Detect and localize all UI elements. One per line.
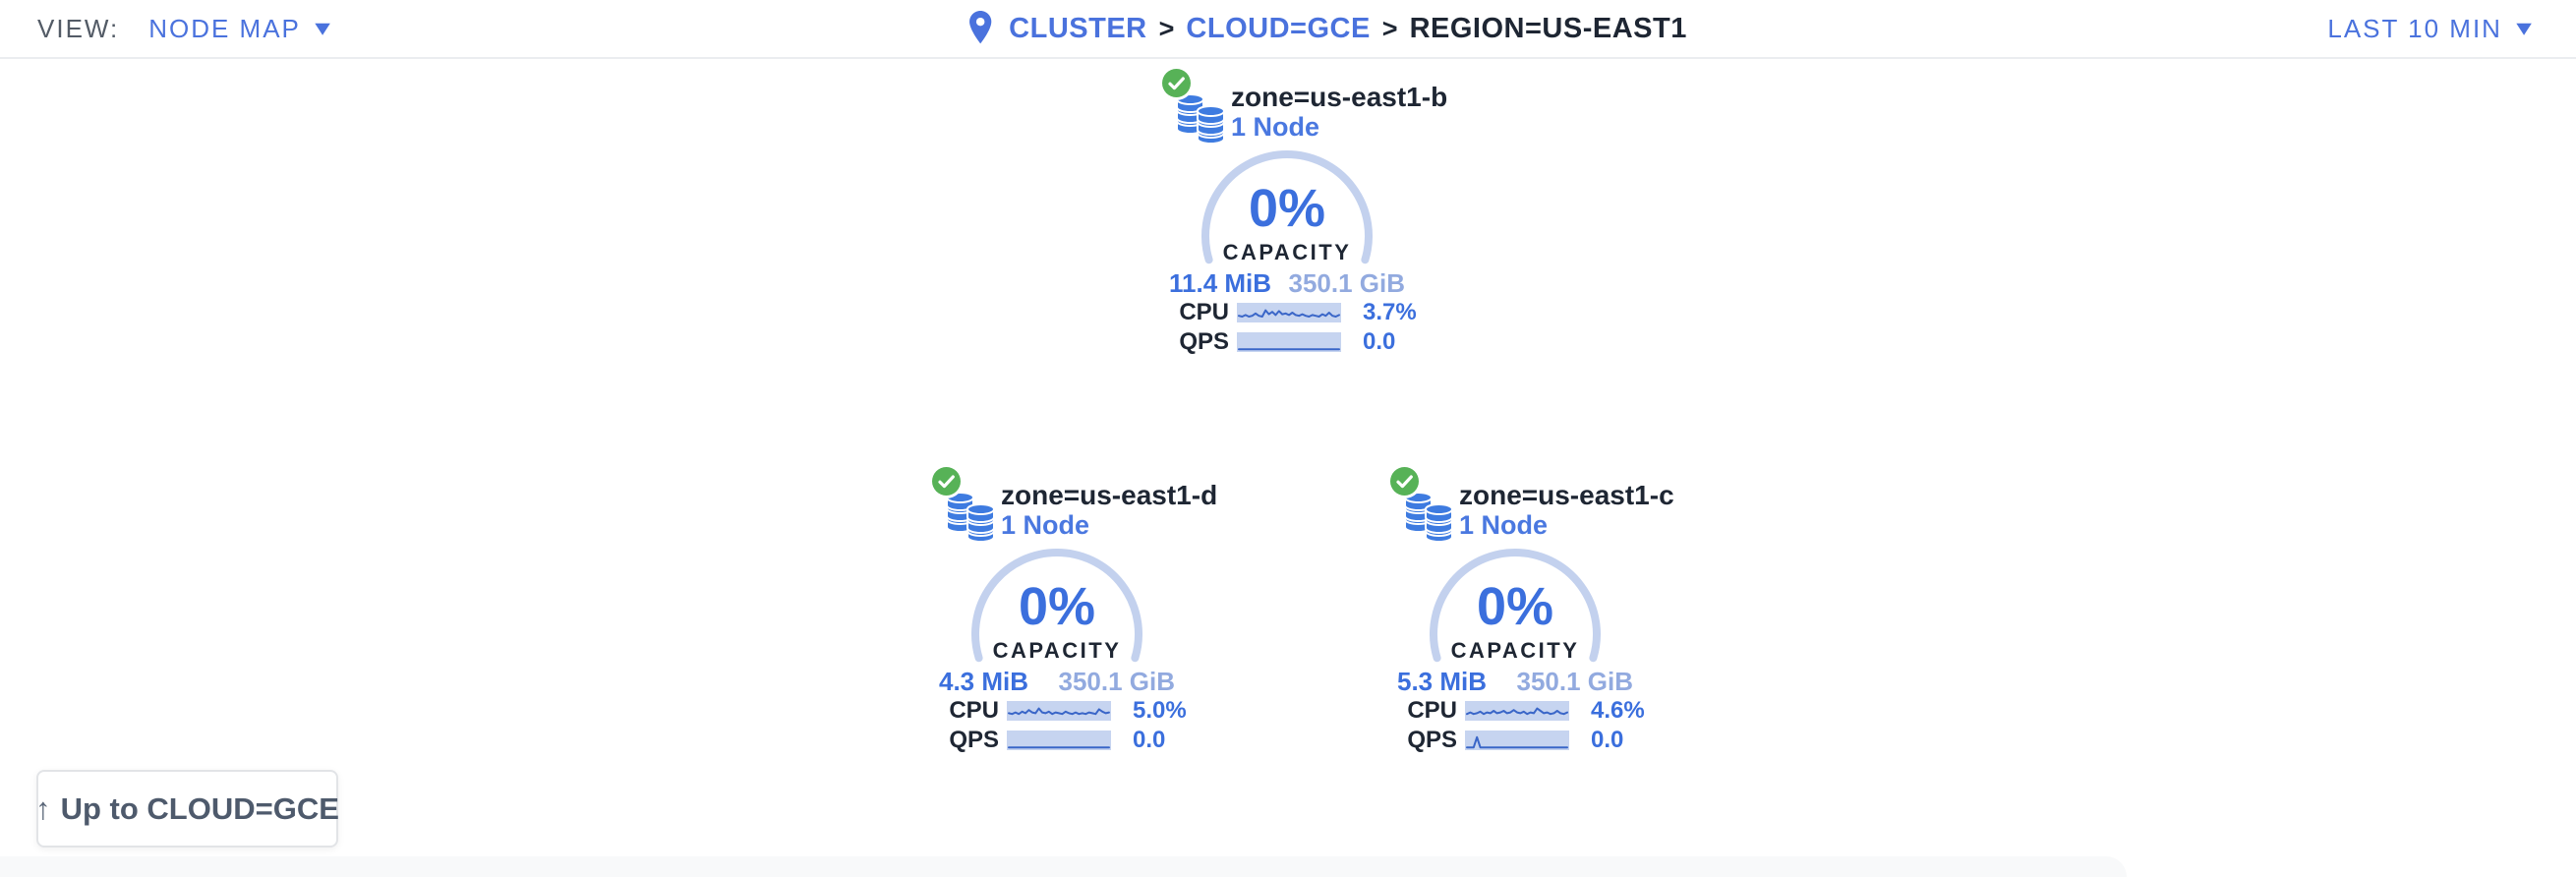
map-background-shape [0, 856, 2127, 877]
up-button-label: Up to CLOUD=GCE [60, 790, 339, 826]
capacity-gauge-arc [1201, 150, 1373, 264]
capacity-label: CAPACITY [1450, 638, 1580, 663]
zone-name: zone=us-east1-c [1459, 480, 1674, 510]
chevron-down-icon: ▾ [315, 15, 330, 41]
qps-value: 0.0 [1591, 727, 1624, 753]
cpu-metric-row: CPU 4.6% [1358, 697, 1645, 724]
database-stack-icon [1177, 94, 1225, 145]
breadcrumb-separator: > [1381, 13, 1398, 43]
cpu-value: 5.0% [1133, 697, 1187, 724]
cpu-metric-row: CPU 3.7% [1130, 299, 1417, 325]
capacity-used: 4.3 MiB [939, 667, 1029, 696]
capacity-label: CAPACITY [1222, 240, 1352, 264]
qps-metric-row: QPS 0.0 [900, 727, 1166, 753]
breadcrumb-separator: > [1158, 13, 1175, 43]
up-to-cloud-button[interactable]: ↑ Up to CLOUD=GCE [35, 770, 339, 848]
qps-label: QPS [949, 727, 999, 753]
qps-sparkline [1007, 731, 1111, 750]
cpu-value: 3.7% [1363, 299, 1417, 325]
chevron-down-icon: ▾ [2516, 15, 2532, 41]
zone-node-count: 1 Node [1459, 510, 1549, 540]
capacity-percent: 0% [1248, 179, 1326, 238]
cpu-label: CPU [949, 697, 999, 724]
cpu-sparkline [1237, 303, 1341, 322]
capacity-total: 350.1 GiB [1288, 268, 1405, 298]
time-window-value: LAST 10 MIN [2327, 13, 2502, 43]
zone-card-us-east1-c[interactable]: zone=us-east1-c 1 Node 0% CAPACITY 5.3 M… [1358, 467, 1674, 762]
healthy-check-icon [1390, 467, 1419, 496]
view-label: VIEW: [37, 13, 120, 43]
capacity-gauge-arc [971, 549, 1142, 663]
time-window-dropdown[interactable]: LAST 10 MIN ▾ [2327, 0, 2532, 57]
zone-card-us-east1-d[interactable]: zone=us-east1-d 1 Node 0% CAPACITY 4.3 M… [900, 467, 1218, 762]
qps-metric-row: QPS 0.0 [1130, 328, 1396, 355]
capacity-total: 350.1 GiB [1516, 667, 1633, 696]
zone-name: zone=us-east1-d [1001, 480, 1218, 510]
breadcrumb-current-region: REGION=US-EAST1 [1409, 12, 1687, 44]
capacity-used: 11.4 MiB [1169, 268, 1272, 298]
capacity-used: 5.3 MiB [1397, 667, 1488, 696]
cpu-sparkline [1007, 701, 1111, 721]
database-stack-icon [947, 493, 995, 543]
qps-label: QPS [1407, 727, 1457, 753]
node-map-canvas: zone=us-east1-b 1 Node 0% CAPACITY 11.4 … [0, 59, 2576, 877]
qps-label: QPS [1179, 328, 1229, 355]
qps-metric-row: QPS 0.0 [1358, 727, 1624, 753]
view-value: NODE MAP [148, 13, 301, 43]
view-selector-dropdown[interactable]: VIEW: NODE MAP ▾ [37, 0, 330, 57]
capacity-values: 11.4 MiB 350.1 GiB [1169, 269, 1405, 297]
qps-sparkline [1465, 731, 1569, 750]
location-pin-icon [969, 11, 992, 44]
breadcrumb: CLUSTER > CLOUD=GCE > REGION=US-EAST1 [967, 0, 1687, 57]
capacity-percent: 0% [1476, 577, 1554, 636]
healthy-check-icon [1162, 69, 1191, 97]
qps-value: 0.0 [1363, 328, 1396, 355]
qps-sparkline [1237, 332, 1341, 352]
capacity-gauge-arc [1430, 549, 1601, 663]
zone-node-count: 1 Node [1231, 112, 1320, 142]
cpu-metric-row: CPU 5.0% [900, 697, 1187, 724]
zone-node-count: 1 Node [1001, 510, 1090, 540]
breadcrumb-cloud-gce-link[interactable]: CLOUD=GCE [1186, 12, 1371, 44]
breadcrumb-cluster-link[interactable]: CLUSTER [1009, 12, 1147, 44]
zone-name: zone=us-east1-b [1231, 82, 1448, 112]
capacity-total: 350.1 GiB [1058, 667, 1175, 696]
cpu-value: 4.6% [1591, 697, 1645, 724]
cpu-label: CPU [1407, 697, 1457, 724]
cpu-sparkline [1465, 701, 1569, 721]
qps-value: 0.0 [1133, 727, 1166, 753]
healthy-check-icon [932, 467, 961, 496]
zone-card-us-east1-b[interactable]: zone=us-east1-b 1 Node 0% CAPACITY 11.4 … [1130, 69, 1448, 364]
capacity-label: CAPACITY [992, 638, 1122, 663]
database-stack-icon [1405, 493, 1453, 543]
capacity-values: 4.3 MiB 350.1 GiB [939, 668, 1175, 695]
topbar: VIEW: NODE MAP ▾ CLUSTER > CLOUD=GCE > R… [0, 0, 2576, 59]
cpu-label: CPU [1179, 299, 1229, 325]
capacity-percent: 0% [1018, 577, 1096, 636]
up-arrow-icon: ↑ [35, 791, 51, 826]
capacity-values: 5.3 MiB 350.1 GiB [1397, 668, 1633, 695]
